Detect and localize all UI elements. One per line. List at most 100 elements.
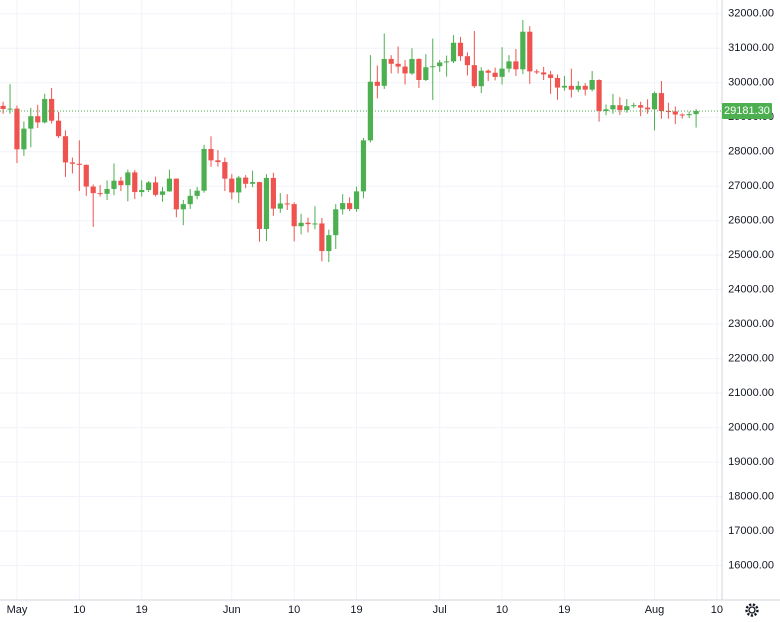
candle-body (132, 172, 138, 193)
candle-body (596, 80, 602, 112)
candle-body (125, 172, 131, 186)
candle-body (444, 61, 450, 63)
candle-body (194, 190, 200, 196)
y-tick-label: 23000.00 (728, 318, 774, 330)
candle-body (638, 105, 644, 108)
candle-body (298, 222, 304, 227)
candle-body (686, 114, 692, 116)
candle-body (388, 58, 394, 64)
candle-body (610, 105, 616, 110)
candle-body (291, 204, 297, 227)
candle-body (104, 188, 110, 194)
candles (0, 20, 722, 263)
candle-body (423, 67, 429, 80)
last-price-label: 29181.30 (724, 105, 770, 117)
candle-body (111, 180, 117, 189)
candle-body (0, 105, 6, 109)
x-tick-label: Aug (645, 604, 665, 616)
candle-body (568, 85, 574, 90)
candle-body (554, 77, 561, 88)
candle-body (374, 81, 380, 86)
candle-body (353, 191, 360, 209)
x-tick-label: 10 (496, 604, 508, 616)
candle-body (159, 191, 166, 195)
candle-body (527, 31, 533, 72)
candle-body (499, 68, 505, 77)
y-tick-label: 18000.00 (728, 490, 774, 502)
candle-body (582, 85, 588, 90)
candle-body (665, 111, 671, 113)
y-tick-label: 17000.00 (728, 525, 774, 537)
candle-body (14, 108, 20, 150)
axes: 16000.00 17000.00 18000.00 19000.00 20000.00… (7, 8, 774, 616)
candle-body (97, 193, 103, 195)
x-tick-label: 19 (558, 604, 570, 616)
candle-body (319, 223, 325, 252)
candle-body (506, 61, 512, 69)
candle-body (83, 164, 89, 187)
candle-body (409, 58, 415, 74)
y-tick-label: 25000.00 (728, 249, 774, 261)
candle-body (243, 177, 249, 184)
candle-body (28, 116, 34, 129)
candle-body (561, 85, 568, 88)
candle-body (49, 98, 55, 121)
x-tick-label: 19 (350, 604, 362, 616)
candle-body (644, 107, 651, 110)
candle-body (395, 63, 401, 67)
x-tick-label: May (7, 604, 28, 616)
candle-body (402, 66, 408, 74)
candle-body (42, 98, 48, 123)
candle-body (485, 70, 491, 73)
candle-body (305, 222, 311, 225)
y-tick-label: 27000.00 (728, 180, 774, 192)
candle-body (416, 58, 422, 80)
x-tick-label: Jun (223, 604, 241, 616)
candle-body (603, 109, 609, 112)
candle-body (229, 178, 235, 193)
x-tick-label: 10 (711, 604, 723, 616)
candle-body (21, 128, 27, 150)
x-tick-label: 10 (73, 604, 85, 616)
candle-body (457, 42, 464, 57)
candle-body (7, 108, 13, 110)
candle-body (471, 65, 477, 87)
settings-icon[interactable] (745, 603, 759, 617)
candle-body (62, 136, 69, 163)
y-tick-label: 31000.00 (728, 42, 774, 54)
candle-body (589, 80, 595, 90)
y-tick-label: 20000.00 (728, 421, 774, 433)
candle-body (492, 72, 498, 77)
candle-body (658, 93, 665, 112)
candle-body (437, 62, 443, 67)
candle-body (478, 70, 484, 87)
candle-body (534, 71, 540, 73)
candle-body (367, 81, 373, 141)
candle-body (139, 190, 145, 193)
candle-body (617, 105, 623, 110)
candle-body (90, 186, 96, 194)
candle-body (201, 148, 207, 191)
settings-icon-core (748, 606, 756, 614)
candle-body (541, 72, 547, 75)
candle-body (263, 177, 270, 229)
y-tick-label: 16000.00 (728, 559, 774, 571)
x-tick-label: Jul (433, 604, 447, 616)
candle-body (360, 140, 367, 192)
candle-body (180, 204, 186, 210)
settings-icon-teeth (745, 603, 759, 617)
candle-body (326, 235, 332, 252)
candle-body (277, 203, 283, 209)
candle-body (173, 178, 179, 210)
candle-body (236, 177, 242, 193)
y-tick-label: 30000.00 (728, 77, 774, 89)
y-tick-label: 21000.00 (728, 387, 774, 399)
candle-body (347, 203, 353, 209)
candle-body (624, 106, 630, 110)
y-tick-label: 28000.00 (728, 146, 774, 158)
candle-body (520, 31, 526, 70)
candle-body (547, 74, 554, 78)
candle-body (76, 163, 82, 165)
